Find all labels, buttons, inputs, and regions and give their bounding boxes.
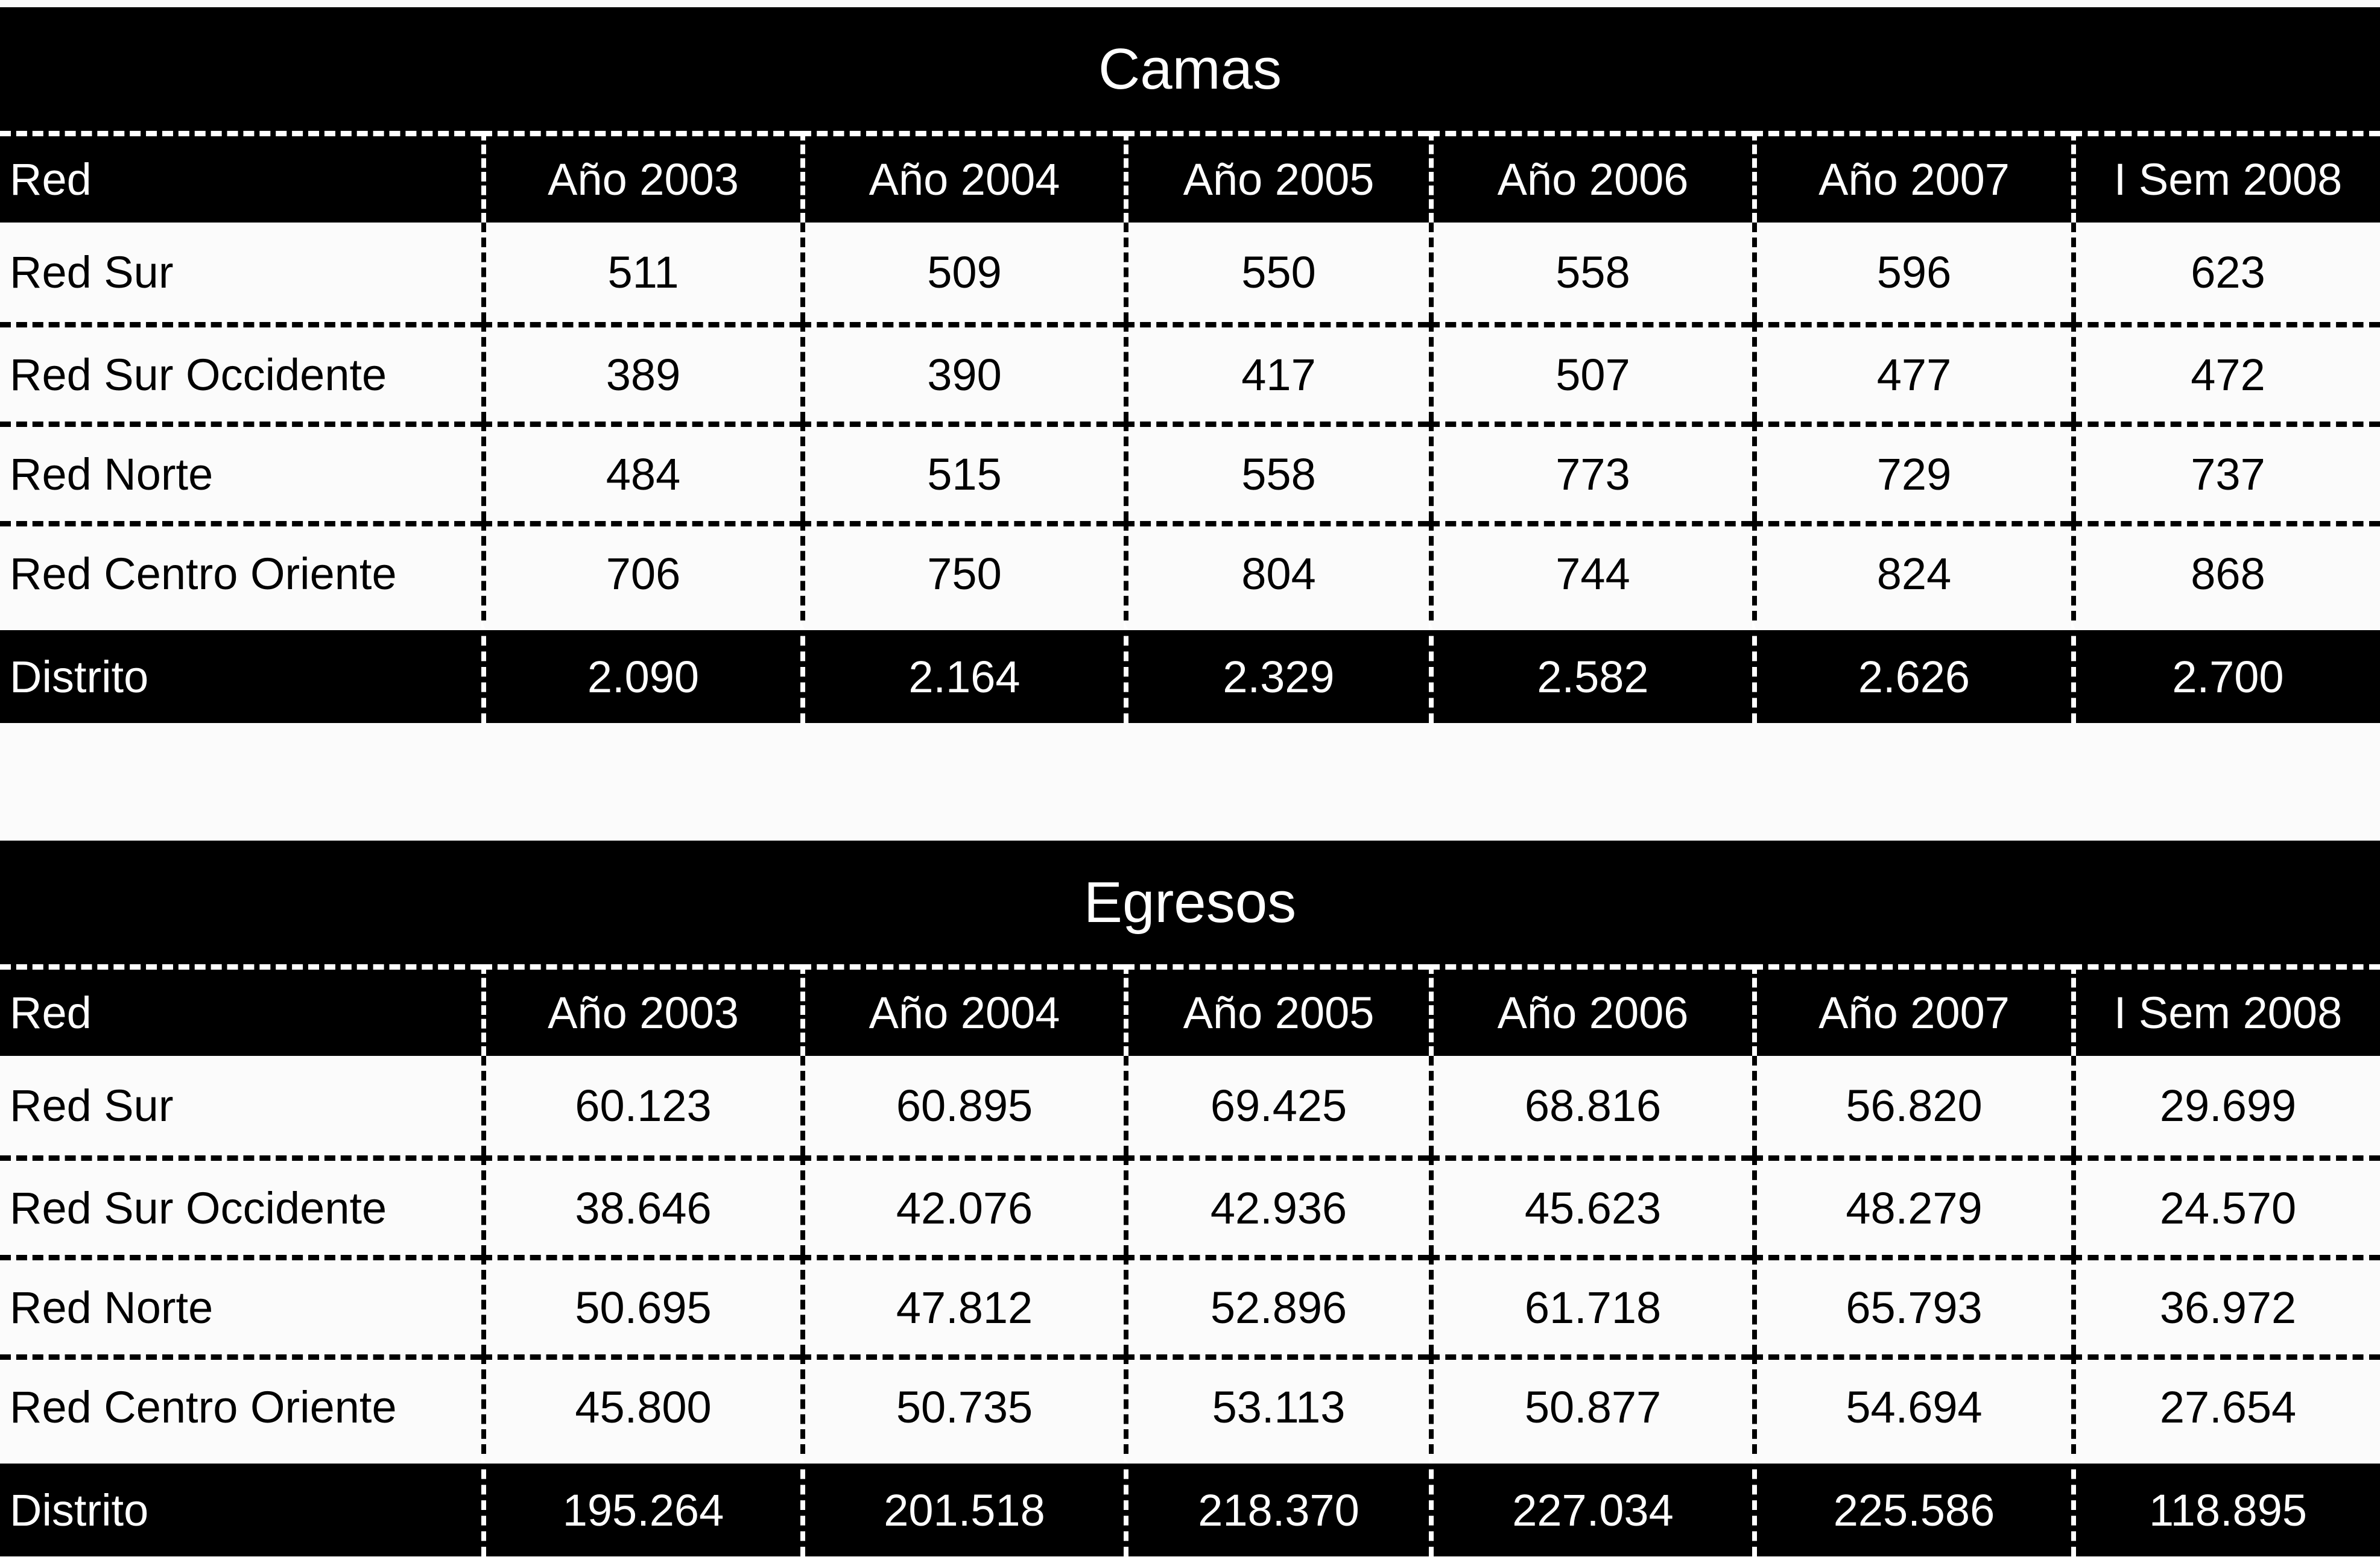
cell-value: 38.646 [481, 1155, 800, 1255]
cell-value: 50.695 [481, 1255, 800, 1354]
cell-value: 623 [2071, 223, 2380, 322]
cell-value: 60.123 [481, 1056, 800, 1155]
cell-value: 744 [1429, 521, 1752, 621]
column-header: Año 2003 [481, 131, 800, 223]
cell-value: 737 [2071, 422, 2380, 521]
total-value: 2.090 [481, 621, 800, 723]
column-header: Año 2006 [1429, 131, 1752, 223]
total-value: 2.164 [800, 621, 1124, 723]
row-label: Red Norte [0, 422, 481, 521]
cell-value: 48.279 [1752, 1155, 2071, 1255]
cell-value: 804 [1124, 521, 1429, 621]
row-label: Red Centro Oriente [0, 1354, 481, 1454]
total-value: 2.582 [1429, 621, 1752, 723]
table-title: Egresos [0, 841, 2380, 964]
cell-value: 558 [1429, 223, 1752, 322]
tables-gap [0, 723, 2380, 841]
cell-value: 42.936 [1124, 1155, 1429, 1255]
column-header: Red [0, 131, 481, 223]
cell-value: 868 [2071, 521, 2380, 621]
cell-value: 390 [800, 322, 1124, 422]
cell-value: 52.896 [1124, 1255, 1429, 1354]
cell-value: 50.735 [800, 1354, 1124, 1454]
cell-value: 54.694 [1752, 1354, 2071, 1454]
total-value: 201.518 [800, 1454, 1124, 1556]
column-header: Año 2007 [1752, 964, 2071, 1056]
cell-value: 69.425 [1124, 1056, 1429, 1155]
total-value: 2.329 [1124, 621, 1429, 723]
cell-value: 65.793 [1752, 1255, 2071, 1354]
cell-value: 824 [1752, 521, 2071, 621]
cell-value: 550 [1124, 223, 1429, 322]
row-label: Red Sur [0, 1056, 481, 1155]
cell-value: 507 [1429, 322, 1752, 422]
row-label: Red Sur [0, 223, 481, 322]
cell-value: 61.718 [1429, 1255, 1752, 1354]
cell-value: 24.570 [2071, 1155, 2380, 1255]
column-header: Año 2007 [1752, 131, 2071, 223]
cell-value: 27.654 [2071, 1354, 2380, 1454]
cell-value: 477 [1752, 322, 2071, 422]
column-header: Año 2005 [1124, 964, 1429, 1056]
row-label: Red Centro Oriente [0, 521, 481, 621]
cell-value: 42.076 [800, 1155, 1124, 1255]
total-label: Distrito [0, 621, 481, 723]
column-header: I Sem 2008 [2071, 964, 2380, 1056]
total-value: 195.264 [481, 1454, 800, 1556]
cell-value: 45.800 [481, 1354, 800, 1454]
column-header: Año 2004 [800, 964, 1124, 1056]
row-label: Red Sur Occidente [0, 322, 481, 422]
cell-value: 417 [1124, 322, 1429, 422]
cell-value: 515 [800, 422, 1124, 521]
row-label: Red Sur Occidente [0, 1155, 481, 1255]
cell-value: 511 [481, 223, 800, 322]
cell-value: 484 [481, 422, 800, 521]
cell-value: 47.812 [800, 1255, 1124, 1354]
camas-table: Camas Red Año 2003 Año 2004 Año 2005 Año… [0, 7, 2380, 723]
row-label: Red Norte [0, 1255, 481, 1354]
column-header: Año 2006 [1429, 964, 1752, 1056]
cell-value: 509 [800, 223, 1124, 322]
cell-value: 596 [1752, 223, 2071, 322]
cell-value: 29.699 [2071, 1056, 2380, 1155]
cell-value: 50.877 [1429, 1354, 1752, 1454]
table-title: Camas [0, 7, 2380, 131]
cell-value: 53.113 [1124, 1354, 1429, 1454]
cell-value: 472 [2071, 322, 2380, 422]
total-value: 225.586 [1752, 1454, 2071, 1556]
column-header: Red [0, 964, 481, 1056]
column-header: Año 2003 [481, 964, 800, 1056]
cell-value: 56.820 [1752, 1056, 2071, 1155]
total-value: 2.700 [2071, 621, 2380, 723]
cell-value: 729 [1752, 422, 2071, 521]
cell-value: 68.816 [1429, 1056, 1752, 1155]
cell-value: 45.623 [1429, 1155, 1752, 1255]
total-label: Distrito [0, 1454, 481, 1556]
cell-value: 558 [1124, 422, 1429, 521]
cell-value: 389 [481, 322, 800, 422]
column-header: Año 2005 [1124, 131, 1429, 223]
cell-value: 706 [481, 521, 800, 621]
cell-value: 60.895 [800, 1056, 1124, 1155]
total-value: 2.626 [1752, 621, 2071, 723]
cell-value: 750 [800, 521, 1124, 621]
total-value: 118.895 [2071, 1454, 2380, 1556]
cell-value: 36.972 [2071, 1255, 2380, 1354]
total-value: 227.034 [1429, 1454, 1752, 1556]
column-header: Año 2004 [800, 131, 1124, 223]
egresos-table: Egresos Red Año 2003 Año 2004 Año 2005 A… [0, 841, 2380, 1556]
column-header: I Sem 2008 [2071, 131, 2380, 223]
cell-value: 773 [1429, 422, 1752, 521]
total-value: 218.370 [1124, 1454, 1429, 1556]
